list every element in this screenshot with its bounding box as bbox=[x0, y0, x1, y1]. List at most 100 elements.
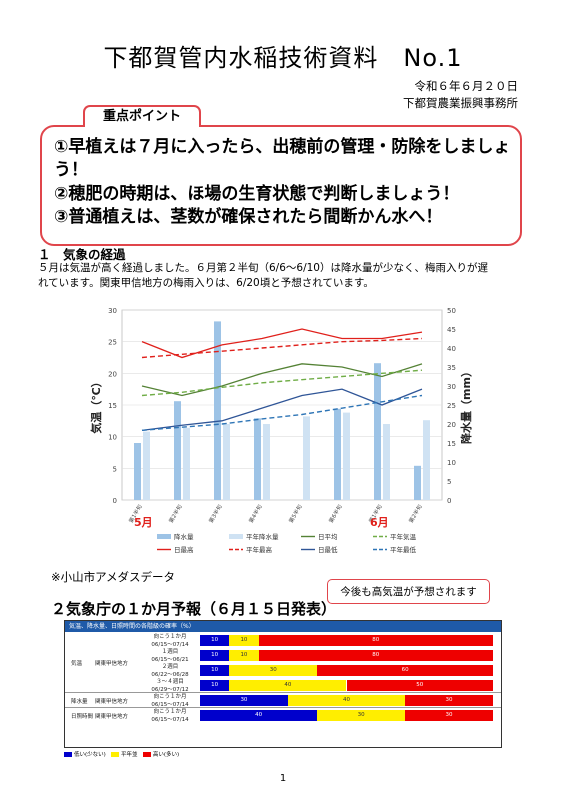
forecast-dates: 06/15～07/14 bbox=[151, 717, 189, 723]
x-tick-label: 第3半旬 bbox=[207, 503, 224, 525]
y-left-tick-label: 25 bbox=[108, 339, 117, 347]
forecast-dates: 06/22～06/28 bbox=[151, 672, 189, 678]
x-tick-label: 第2半旬 bbox=[167, 503, 184, 525]
forecast-bar: 10 bbox=[229, 650, 259, 661]
forecast-bar: 30 bbox=[200, 695, 288, 706]
forecast-bar: 50 bbox=[346, 680, 493, 691]
forecast-bar: 30 bbox=[405, 695, 493, 706]
legend-low: 低い(少ない) bbox=[74, 752, 106, 758]
legend-label: 降水量 bbox=[174, 532, 194, 541]
forecast-bar: 30 bbox=[229, 665, 318, 676]
forecast-period: 向こう１か月 bbox=[153, 634, 187, 640]
forecast-legend: 低い(少ない) 平年並 高い(多い) bbox=[64, 750, 179, 758]
legend-label: 日最低 bbox=[318, 545, 338, 554]
forecast-period: １週目 bbox=[161, 649, 179, 655]
rain-bar bbox=[134, 443, 141, 500]
table-divider bbox=[65, 692, 501, 693]
legend-label: 平年気温 bbox=[390, 532, 417, 541]
key-point-3: ③普通植えは、茎数が確保されたら間断かん水へ！ bbox=[54, 207, 443, 227]
normal-rain-bar bbox=[303, 416, 310, 500]
callout-bubble: 今後も高気温が予想されます bbox=[327, 579, 490, 604]
forecast-bar: 10 bbox=[200, 650, 230, 661]
forecast-bar: 10 bbox=[229, 635, 259, 646]
x-month-label: 6月 bbox=[370, 516, 389, 529]
page-number: 1 bbox=[279, 773, 287, 784]
legend-label: 平年最低 bbox=[390, 545, 417, 554]
section1-body: ５月は気温が高く経過しました。６月第２半旬（6/6～6/10）は降水量が少なく、… bbox=[38, 262, 488, 289]
series-line bbox=[141, 369, 423, 397]
forecast-bar: 60 bbox=[317, 665, 493, 676]
forecast-region: 関東甲信地方 bbox=[95, 713, 129, 720]
rain-bar bbox=[254, 418, 261, 500]
x-month-label: 5月 bbox=[134, 516, 153, 529]
forecast-dates: 06/15～07/14 bbox=[151, 642, 189, 648]
forecast-bar: 10 bbox=[200, 680, 230, 691]
legend-swatch bbox=[157, 534, 171, 539]
key-point-2: ②穂肥の時期は、ほ場の生育状態で判断しましょう！ bbox=[54, 184, 460, 204]
legend-normal: 平年並 bbox=[121, 752, 138, 758]
table-divider bbox=[65, 707, 501, 708]
forecast-bar: 80 bbox=[258, 635, 493, 646]
series-line bbox=[141, 394, 423, 432]
legend-high: 高い(多い) bbox=[152, 752, 180, 758]
rain-bar bbox=[174, 401, 181, 500]
normal-rain-bar bbox=[143, 431, 150, 500]
rain-bar bbox=[414, 465, 421, 500]
normal-rain-bar bbox=[343, 412, 350, 500]
forecast-bar: 40 bbox=[287, 695, 406, 706]
x-tick-label: 第6半旬 bbox=[327, 503, 344, 525]
forecast-element: 降水量 bbox=[71, 698, 88, 705]
y-right-tick-label: 15 bbox=[447, 440, 456, 448]
normal-rain-bar bbox=[423, 420, 430, 500]
y-right-tick-label: 0 bbox=[447, 497, 451, 505]
section1-heading: １ 気象の経過 bbox=[38, 247, 126, 262]
forecast-table-header: 気温、降水量、日照時間の各階級の確率（%） bbox=[65, 621, 501, 632]
forecast-dates: 06/15～07/14 bbox=[151, 702, 189, 708]
y-right-tick-label: 10 bbox=[447, 459, 456, 467]
y-right-tick-label: 25 bbox=[447, 402, 456, 410]
amedas-note: ※小山市アメダスデータ bbox=[51, 570, 176, 584]
y-right-title: 降水量（mm） bbox=[459, 366, 473, 444]
normal-rain-bar bbox=[383, 424, 390, 500]
y-right-tick-label: 30 bbox=[447, 383, 456, 391]
x-tick-label: 第2半旬 bbox=[407, 503, 424, 525]
series-line bbox=[141, 328, 423, 359]
key-points-label: 重点ポイント bbox=[83, 105, 202, 127]
rain-bar bbox=[214, 321, 221, 500]
forecast-dates: 06/15～06/21 bbox=[151, 657, 189, 663]
legend-label: 平年降水量 bbox=[246, 532, 279, 541]
forecast-dates: 06/29～07/12 bbox=[151, 687, 189, 693]
y-left-tick-label: 15 bbox=[108, 402, 117, 410]
y-left-tick-label: 0 bbox=[113, 497, 117, 505]
y-right-tick-label: 5 bbox=[447, 478, 451, 486]
key-point-1: ①早植えは７月に入ったら、出穂前の管理・防除をしましょう！ bbox=[54, 137, 511, 180]
forecast-bar: 10 bbox=[200, 665, 230, 676]
forecast-period: ２週目 bbox=[161, 664, 179, 670]
forecast-period: ３～４週目 bbox=[156, 679, 184, 685]
forecast-bar: 10 bbox=[200, 635, 230, 646]
legend-label: 平年最高 bbox=[246, 545, 273, 554]
rain-bar bbox=[374, 363, 381, 500]
forecast-bar: 80 bbox=[258, 650, 493, 661]
x-tick-label: 第4半旬 bbox=[247, 503, 264, 525]
section2-heading: ２気象庁の１か月予報（６月１５日発表） bbox=[51, 600, 337, 618]
normal-rain-bar bbox=[223, 424, 230, 500]
y-right-tick-label: 50 bbox=[447, 307, 456, 315]
forecast-element: 気温 bbox=[71, 661, 83, 667]
forecast-period: 向こう１か月 bbox=[153, 694, 187, 700]
legend-label: 日最高 bbox=[174, 545, 194, 554]
issuing-office: 下都賀農業振興事務所 bbox=[403, 96, 518, 110]
issue-date: 令和６年６月２０日 bbox=[414, 79, 519, 93]
y-left-title: 気温（℃） bbox=[89, 376, 103, 433]
y-right-tick-label: 40 bbox=[447, 345, 456, 353]
y-right-tick-label: 35 bbox=[447, 364, 456, 372]
forecast-table: 気温、降水量、日照時間の各階級の確率（%） 向こう１か月 06/15～07/14 1… bbox=[64, 620, 502, 748]
y-right-tick-label: 45 bbox=[447, 326, 456, 334]
y-left-tick-label: 10 bbox=[108, 434, 117, 442]
page-title: 下都賀管内水稲技術資料 No.1 bbox=[103, 44, 463, 72]
forecast-element: 日照時間 bbox=[71, 713, 94, 720]
y-left-tick-label: 30 bbox=[108, 307, 117, 315]
normal-rain-bar bbox=[263, 424, 270, 500]
forecast-bar: 30 bbox=[405, 710, 493, 721]
